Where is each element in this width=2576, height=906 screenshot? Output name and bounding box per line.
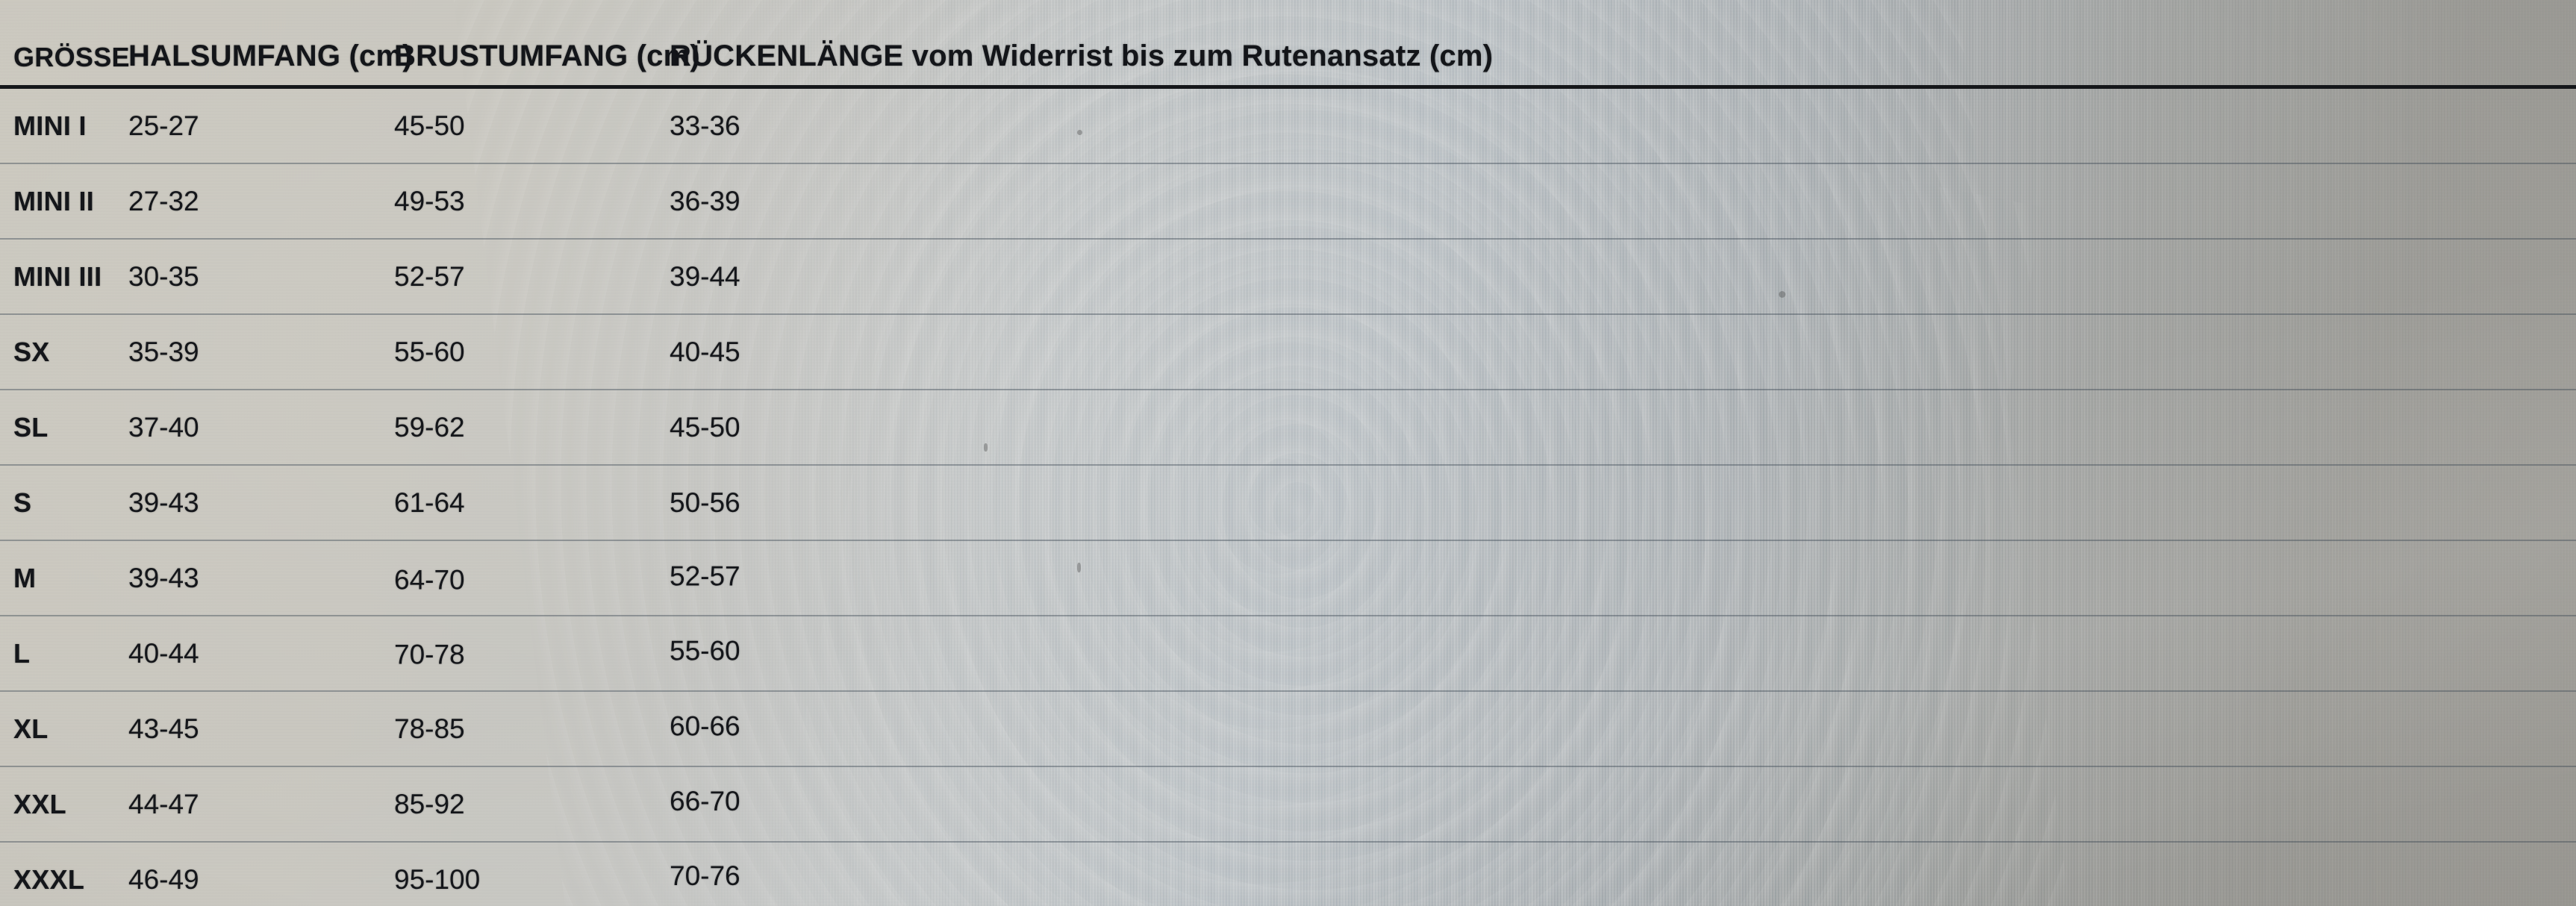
cell-brustumfang: 49-53 [394, 185, 465, 216]
cell-rueckenlaenge: 55-60 [670, 635, 740, 666]
cell-halsumfang: 39-43 [128, 487, 199, 518]
cell-rueckenlaenge: 45-50 [670, 411, 740, 443]
cell-rueckenlaenge: 60-66 [670, 710, 740, 742]
cell-halsumfang: 44-47 [128, 788, 199, 819]
cell-rueckenlaenge: 70-76 [670, 860, 740, 891]
cell-brustumfang: 45-50 [394, 110, 465, 141]
cell-rueckenlaenge: 39-44 [670, 260, 740, 292]
cell-groesse: XL [13, 713, 49, 744]
table-header-row: GRÖSSE HALSUMFANG (cm) BRUSTUMFANG (cm) … [0, 0, 2576, 89]
cell-groesse: XXL [13, 788, 66, 819]
cell-brustumfang: 78-85 [394, 713, 465, 744]
cell-brustumfang: 64-70 [394, 564, 465, 596]
table-row: M 39-43 64-70 52-57 [0, 541, 2576, 616]
cell-rueckenlaenge: 36-39 [670, 185, 740, 216]
cell-rueckenlaenge: 52-57 [670, 560, 740, 591]
cell-brustumfang: 59-62 [394, 411, 465, 443]
cell-halsumfang: 27-32 [128, 185, 199, 216]
cell-rueckenlaenge: 50-56 [670, 487, 740, 518]
cell-rueckenlaenge: 40-45 [670, 336, 740, 367]
table-row: MINI II 27-32 49-53 36-39 [0, 164, 2576, 240]
cell-groesse: MINI III [13, 260, 102, 292]
cell-rueckenlaenge: 33-36 [670, 110, 740, 141]
table-row: MINI III 30-35 52-57 39-44 [0, 240, 2576, 315]
cell-brustumfang: 55-60 [394, 336, 465, 367]
cell-brustumfang: 61-64 [394, 487, 465, 518]
cell-brustumfang: 85-92 [394, 788, 465, 819]
cell-halsumfang: 30-35 [128, 260, 199, 292]
table-row: L 40-44 70-78 55-60 [0, 616, 2576, 692]
cell-halsumfang: 35-39 [128, 336, 199, 367]
table-row: XL 43-45 78-85 60-66 [0, 692, 2576, 767]
cell-groesse: MINI II [13, 185, 95, 216]
cell-rueckenlaenge: 66-70 [670, 785, 740, 816]
column-header-halsumfang: HALSUMFANG (cm) [128, 40, 413, 72]
cell-halsumfang: 40-44 [128, 637, 199, 669]
cell-brustumfang: 70-78 [394, 639, 465, 670]
cell-groesse: XXXL [13, 863, 85, 895]
table-body: MINI I 25-27 45-50 33-36 MINI II 27-32 4… [0, 89, 2576, 906]
cell-groesse: MINI I [13, 110, 87, 141]
cell-halsumfang: 43-45 [128, 713, 199, 744]
cell-groesse: M [13, 562, 37, 593]
table-row: MINI I 25-27 45-50 33-36 [0, 89, 2576, 164]
table-row: SX 35-39 55-60 40-45 [0, 315, 2576, 390]
cell-brustumfang: 52-57 [394, 260, 465, 292]
cell-halsumfang: 46-49 [128, 863, 199, 895]
column-header-groesse: GRÖSSE [13, 42, 130, 72]
table-row: XXL 44-47 85-92 66-70 [0, 767, 2576, 843]
cell-brustumfang: 95-100 [394, 863, 481, 895]
cell-halsumfang: 39-43 [128, 562, 199, 593]
cell-groesse: S [13, 487, 32, 518]
table-row: SL 37-40 59-62 45-50 [0, 390, 2576, 466]
table-row: S 39-43 61-64 50-56 [0, 466, 2576, 541]
cell-halsumfang: 37-40 [128, 411, 199, 443]
cell-groesse: SX [13, 336, 50, 367]
cell-halsumfang: 25-27 [128, 110, 199, 141]
cell-groesse: L [13, 637, 31, 669]
column-header-rueckenlaenge: RÜCKENLÄNGE vom Widerrist bis zum Rutena… [670, 40, 1494, 72]
table-row: XXXL 46-49 95-100 70-76 [0, 843, 2576, 906]
cell-groesse: SL [13, 411, 49, 443]
column-header-brustumfang: BRUSTUMFANG (cm) [394, 40, 700, 72]
